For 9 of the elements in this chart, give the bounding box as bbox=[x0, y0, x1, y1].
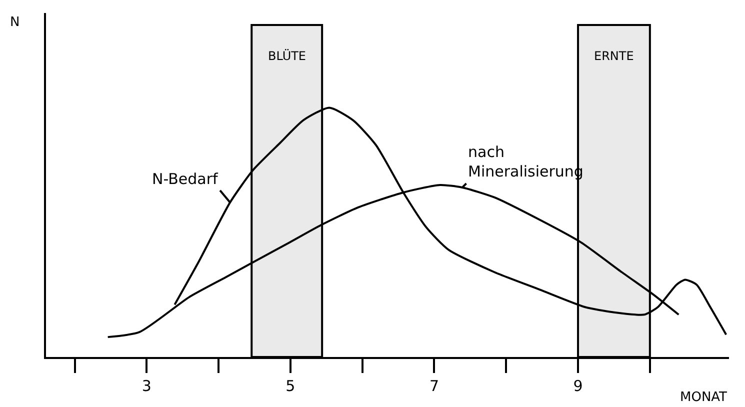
x-tick-label: 7 bbox=[429, 377, 440, 395]
band-label: BLÜTE bbox=[268, 49, 306, 63]
x-tick-label: 5 bbox=[286, 377, 296, 395]
text: N bbox=[10, 15, 20, 30]
x-tick-label: 9 bbox=[573, 377, 583, 395]
x-tick-label: 3 bbox=[142, 377, 152, 395]
x-axis-title: MONAT bbox=[680, 390, 728, 405]
series-label: N-Bedarf bbox=[152, 170, 218, 188]
band-label: ERNTE bbox=[594, 49, 634, 63]
